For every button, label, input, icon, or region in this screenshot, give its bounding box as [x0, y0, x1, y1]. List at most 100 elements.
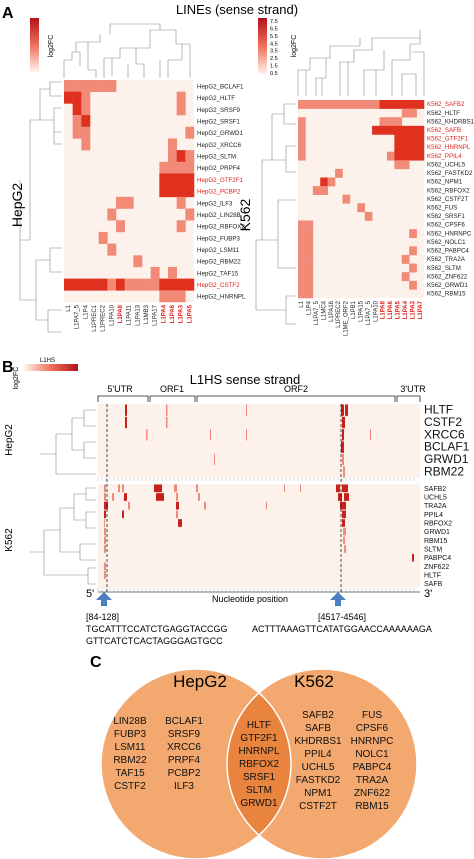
venn-right1-npm1: NPM1: [304, 788, 332, 799]
panel-c: C HepG2 K562 LIN28B FUBP3 LSM11 RBM22 TAF15 C…: [90, 654, 418, 859]
k562-row-label-k562-safb2: K562_SAFB2: [427, 101, 465, 108]
venn-center: HLTF GTF2F1 HNRNPL RBFOX2 SRSF1 SLTM GRWD1: [238, 720, 280, 809]
k562-col-label-l1pa7-5-9: L1PA7_5: [366, 300, 372, 325]
k562-b-mark: [128, 501, 130, 510]
hepg2-b-mark: [210, 429, 211, 441]
hepg2-cell: [176, 161, 186, 174]
hepg2-b-mark: [125, 404, 127, 416]
venn-right1-ppil4: PPIL4: [304, 749, 332, 760]
k562-circle-outline: [226, 668, 418, 859]
k562-col-label-l1pb1-7: L1PB1: [351, 300, 357, 319]
k562-b-row-label-uchl5: UCHL5: [424, 494, 447, 501]
venn-right-col1: SAFB2 SAFB KHDRBS1 PPIL4 UCHL5 FASTKD2 NPM1 CST…: [294, 710, 342, 812]
k562-col-label-l1pa3-15: L1PA3: [410, 300, 416, 319]
hepg2-cell: [81, 91, 91, 104]
hepg2-cell: [81, 80, 91, 92]
venn-left-col1: LIN28B FUBP3 LSM11 RBM22 TAF15 CSTF2: [113, 716, 147, 792]
hepg2-cell: [168, 266, 177, 279]
k562-cell: [416, 125, 425, 135]
k562-cell: [409, 229, 417, 239]
hepg2-cell: [168, 173, 177, 186]
k562-b-mark: [198, 493, 200, 501]
k562-row-label-k562-khdrbs1: K562_KHDRBS1: [427, 118, 474, 125]
hepg2-cell: [176, 290, 186, 303]
hepg2-circle-outline: [100, 668, 292, 859]
k562-row-label-k562-uchl5: K562_UCHL5: [427, 161, 466, 168]
k562-cell: [320, 177, 328, 187]
venn-right2-cpsf6: CPSF6: [356, 723, 389, 734]
k562-cell: [298, 237, 306, 247]
k562-scale-tick-1-5: 1.5: [270, 64, 278, 70]
k562-cell: [305, 237, 314, 247]
hepg2-b-dendrogram: [40, 409, 96, 475]
k562-cell: [298, 289, 306, 299]
k562-scale-tick-5-5: 5.5: [270, 34, 278, 40]
k562-b-row-label-rbfox2: RBFOX2: [424, 520, 452, 527]
k562-cell: [364, 211, 373, 221]
k562-cell: [342, 194, 351, 204]
hepg2-b-mark: [166, 404, 168, 416]
k562-cell: [409, 134, 417, 144]
hepg2-b-mark: [343, 466, 345, 478]
region-3utr: 3'UTR: [400, 384, 426, 394]
k562-cell: [305, 220, 314, 230]
venn-right2-nolc1: NOLC1: [355, 749, 389, 760]
hepg2-cell: [81, 103, 91, 116]
hepg2-col-label-l1pa6-12: L1PA6: [170, 304, 176, 323]
hepg2-b-mark: [370, 429, 371, 441]
k562-col-dendrogram: [297, 30, 425, 96]
k562-row-label-k562-srsf1: K562_SRSF1: [427, 213, 465, 220]
k562-b-row-label-pabpc4: PABPC4: [424, 555, 451, 562]
k562-row-label-k562-grwd1: K562_GRWD1: [427, 282, 468, 289]
k562-cell: [409, 100, 417, 109]
k562-row-label-k562-rbm15: K562_RBM15: [427, 291, 466, 298]
k562-cell: [401, 143, 410, 152]
hepg2-cell: [81, 115, 91, 128]
hepg2-cell: [81, 278, 91, 291]
k562-b-row-label-ppil4: PPIL4: [424, 512, 443, 519]
k562-b-row-label-hltf: HLTF: [424, 572, 441, 579]
k562-b-mark: [104, 571, 106, 579]
k562-cell: [386, 125, 395, 135]
k562-b-mark: [104, 510, 106, 519]
k562-b-row-label-sltm: SLTM: [424, 546, 442, 553]
k562-cell: [401, 254, 410, 264]
venn-right1-safb2: SAFB2: [302, 710, 334, 721]
hepg2-row-labels: HepG2_BCLAF1 HepG2_HLTF HepG2_SRSF9 HepG2_S…: [197, 83, 246, 300]
k562-cell: [298, 125, 306, 135]
venn-right2-tra2a: TRA2A: [356, 775, 389, 786]
panel-b-letter: B: [2, 359, 14, 376]
hepg2-row-label-hepg2-sltm: HepG2_SLTM: [197, 154, 236, 161]
k562-cell: [386, 151, 395, 161]
k562-cell: [394, 160, 403, 170]
hepg2-cell: [185, 150, 195, 163]
panel-b-scale-sub: L1HS: [40, 358, 55, 364]
k562-cell: [305, 272, 314, 282]
k562-cell: [394, 117, 403, 127]
k562-cell: [372, 100, 380, 109]
k562-cell: [416, 143, 425, 152]
k562-row-label-k562-nolc1: K562_NOLC1: [427, 239, 466, 246]
hepg2-b-row-label-bclaf1: BCLAF1: [424, 440, 470, 454]
hepg2-b-row-label-cstf2: CSTF2: [424, 415, 462, 429]
k562-row-label-k562-cstf2t: K562_CSTF2T: [427, 196, 468, 203]
hepg2-cell: [72, 80, 82, 92]
hepg2-cell: [176, 196, 186, 209]
hepg2-cell: [133, 278, 143, 291]
hepg2-cell: [176, 150, 186, 163]
hepg2-cell: [72, 126, 82, 139]
k562-cell: [401, 108, 410, 118]
hepg2-b-mark: [341, 404, 344, 416]
venn-left1-cstf2: CSTF2: [114, 781, 146, 792]
k562-cell: [409, 263, 417, 273]
k562-b-mark: [122, 510, 124, 519]
k562-row-dendrogram: [255, 103, 296, 325]
k562-cell: [298, 220, 306, 230]
k562-scale-tick-6-5: 6.5: [270, 26, 278, 32]
motif-right-arrow-icon: [330, 592, 346, 606]
venn-center-sltm: SLTM: [246, 785, 272, 796]
hepg2-row-label-hepg2-bclaf1: HepG2_BCLAF1: [197, 83, 244, 90]
hepg2-b-heatmap-bg: [98, 404, 420, 478]
